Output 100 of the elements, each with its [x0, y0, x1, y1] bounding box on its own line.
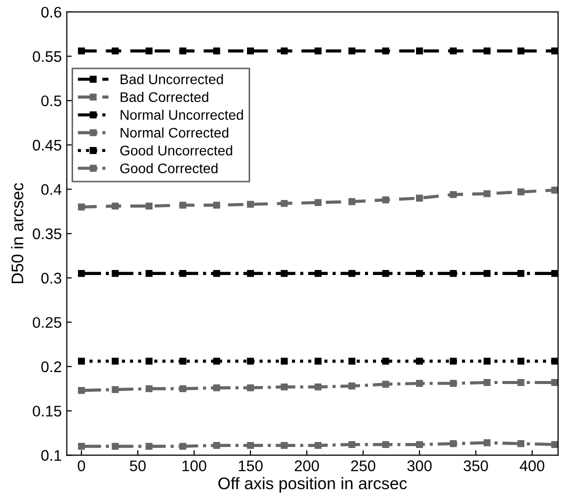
point	[246, 200, 254, 208]
point	[517, 270, 524, 277]
point	[450, 358, 457, 365]
point	[450, 191, 457, 198]
x-tick-label: 250	[351, 460, 376, 472]
y-tick-label: 0.25	[32, 317, 62, 328]
y-tick-label: 0.3	[41, 272, 62, 284]
point	[517, 47, 524, 54]
point	[78, 442, 85, 450]
point	[484, 379, 491, 386]
point	[78, 203, 85, 210]
point	[450, 380, 457, 387]
point	[551, 379, 558, 386]
point	[78, 47, 85, 54]
point	[280, 270, 288, 277]
point	[112, 358, 119, 365]
legend-label: Bad Corrected	[120, 92, 208, 102]
y-tick-label: 0.35	[32, 228, 62, 240]
point	[213, 442, 220, 449]
point	[348, 382, 356, 390]
point	[280, 442, 288, 449]
point	[78, 358, 85, 365]
point	[246, 384, 254, 392]
point	[112, 442, 119, 450]
legend-label: Bad Uncorrected	[120, 74, 223, 84]
point	[179, 442, 186, 450]
point	[517, 188, 524, 196]
point	[146, 385, 153, 392]
point	[314, 47, 322, 54]
point	[348, 358, 356, 365]
point	[314, 383, 322, 390]
point	[179, 270, 186, 277]
x-tick-label: 300	[407, 460, 432, 472]
point	[484, 190, 491, 198]
point	[416, 194, 423, 202]
point	[484, 47, 491, 54]
point	[382, 47, 390, 54]
point	[484, 358, 491, 365]
point	[348, 47, 356, 54]
point	[179, 358, 186, 365]
legend-label: Good Uncorrected	[120, 145, 232, 156]
point	[348, 198, 356, 206]
point	[112, 386, 119, 394]
x-tick-label: 150	[238, 460, 263, 472]
point	[112, 270, 119, 277]
y-tick-label: 0.15	[32, 406, 62, 417]
x-tick-label: 200	[294, 460, 319, 472]
point	[246, 358, 254, 365]
point	[551, 186, 558, 194]
legend-label: Normal Uncorrected	[120, 110, 243, 120]
point	[213, 270, 220, 277]
point	[416, 47, 423, 54]
point	[213, 202, 220, 209]
point	[314, 199, 322, 206]
point	[450, 47, 457, 54]
point	[484, 270, 491, 277]
point	[382, 196, 390, 204]
point	[213, 384, 220, 392]
point	[416, 380, 423, 387]
point	[348, 270, 356, 277]
y-tick-label: 0.5	[41, 95, 62, 106]
point	[382, 441, 390, 448]
x-axis-title: Off axis position in arcsec	[218, 477, 407, 493]
point	[416, 441, 423, 448]
point	[314, 358, 322, 365]
point	[450, 440, 457, 448]
x-tick-label: 100	[182, 460, 206, 472]
point	[246, 442, 254, 449]
point	[112, 202, 119, 210]
point	[280, 358, 288, 365]
point	[382, 358, 390, 365]
point	[484, 439, 491, 446]
point	[517, 440, 524, 448]
point	[213, 47, 220, 54]
point	[314, 270, 322, 277]
point	[78, 386, 85, 394]
legend-label: Good Corrected	[120, 163, 218, 174]
point	[280, 383, 288, 390]
point	[382, 270, 390, 277]
point	[146, 358, 153, 365]
point	[551, 270, 558, 277]
y-tick-label: 0.6	[41, 6, 62, 18]
point	[280, 200, 288, 207]
y-tick-label: 0.55	[32, 51, 62, 62]
point	[416, 270, 423, 277]
point	[146, 442, 153, 450]
point	[78, 270, 85, 277]
point	[179, 385, 186, 392]
point	[517, 358, 524, 365]
point	[416, 358, 423, 365]
point	[246, 47, 254, 54]
x-tick-label: 350	[464, 460, 488, 472]
point	[280, 47, 288, 54]
x-tick-label: 400	[520, 460, 544, 472]
point	[146, 270, 153, 277]
point	[551, 441, 558, 448]
point	[551, 358, 558, 365]
y-axis-title: D50 in arcsec	[11, 183, 24, 284]
y-tick-label: 0.45	[32, 140, 62, 151]
y-tick-label: 0.2	[41, 361, 62, 372]
